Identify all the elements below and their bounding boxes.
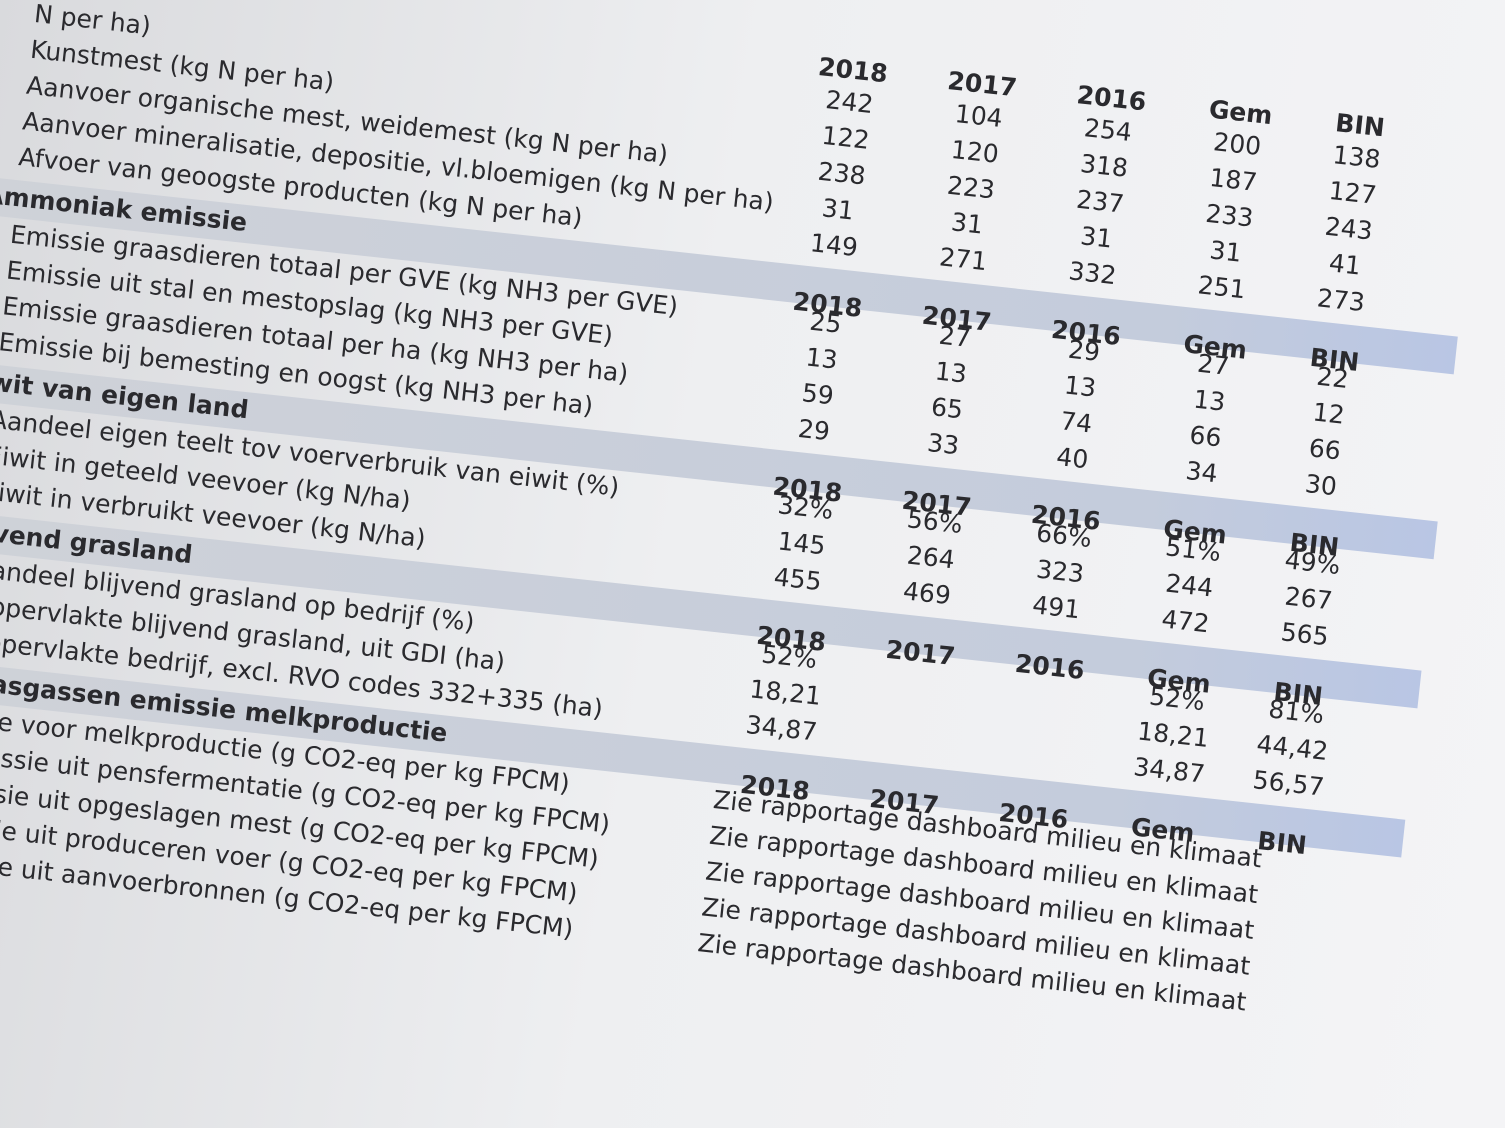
document-sheet: 2018 2017 2016 Gem BIN N per ha) 242 104 254 200 1… (0, 0, 1458, 1017)
